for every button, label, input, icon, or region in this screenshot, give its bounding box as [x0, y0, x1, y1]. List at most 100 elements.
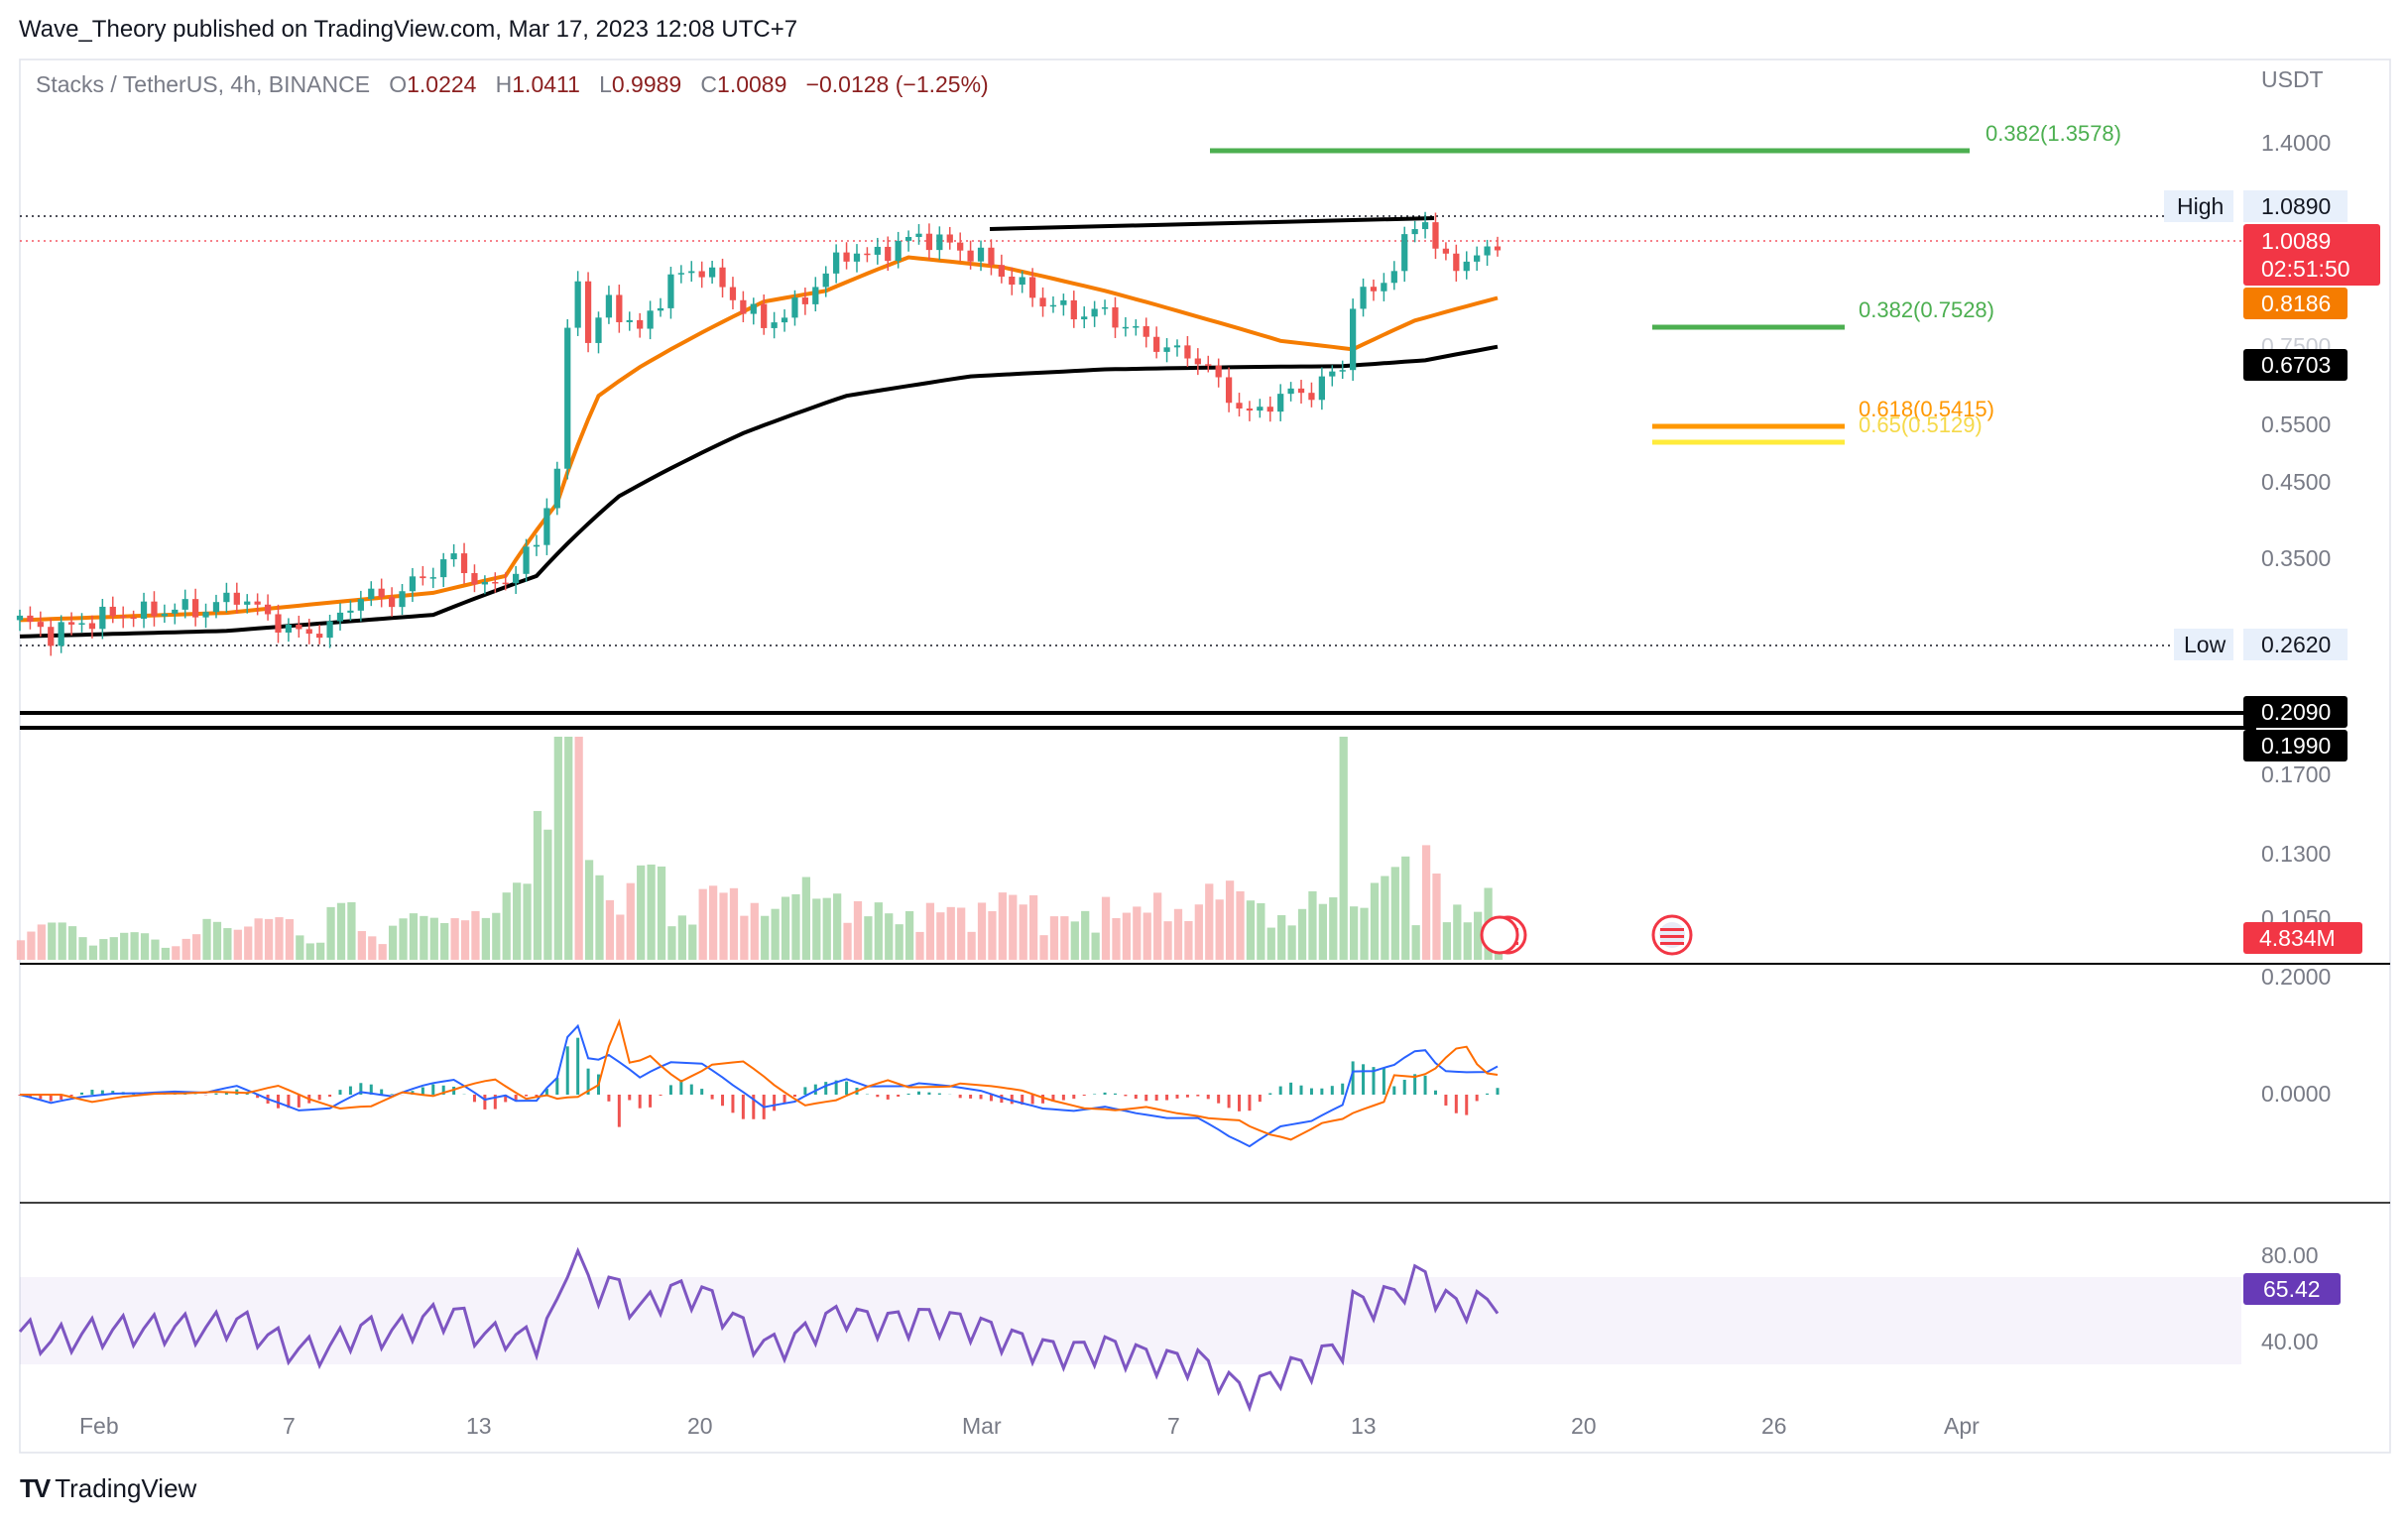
volume-bar [781, 896, 790, 960]
volume-bar [1133, 906, 1142, 960]
volume-bar [48, 922, 57, 960]
candle-body [667, 274, 674, 308]
macd-histogram-bar [803, 1087, 807, 1095]
volume-bar [1339, 737, 1348, 960]
volume-bar [67, 926, 77, 960]
macd-histogram-bar [369, 1084, 373, 1095]
support-2-value: 0.1990 [2261, 733, 2331, 759]
volume-bar [1184, 920, 1193, 960]
time-tick: 7 [283, 1413, 296, 1439]
volume-bar [78, 937, 87, 960]
candle-body [130, 617, 137, 620]
candle-body [1019, 277, 1025, 286]
candle-body [78, 623, 85, 625]
candle-body [254, 601, 261, 605]
candle-body [1153, 336, 1160, 352]
macd-histogram-bar [390, 1094, 394, 1095]
candle-body [1381, 283, 1387, 292]
macd-histogram-bar [1093, 1094, 1097, 1095]
us-flag-icon[interactable] [1651, 914, 1693, 956]
candle-body [161, 613, 168, 617]
candle-body [1370, 287, 1378, 292]
us-flag-icon[interactable] [1480, 915, 1519, 955]
candle-body [915, 233, 922, 238]
macd-histogram-bar [544, 1089, 548, 1095]
volume-bar [657, 866, 666, 960]
ema-slow-tag [2243, 349, 2348, 381]
volume-bar [904, 911, 914, 960]
candle-body [120, 616, 127, 618]
candle-body [99, 606, 106, 630]
candle-body [977, 247, 985, 262]
volume-bar [998, 892, 1007, 960]
candle-body [357, 599, 364, 611]
time-axis[interactable]: Feb 7 13 20 Mar 7 13 20 26 Apr [79, 1413, 1980, 1439]
volume-bar [1122, 912, 1132, 960]
volume-bar [967, 931, 976, 960]
macd-histogram-bar [1113, 1093, 1117, 1095]
volume-bar [1153, 892, 1162, 960]
volume-bar [109, 937, 118, 960]
candle-body [729, 287, 737, 300]
high-label: H [495, 71, 513, 97]
macd-histogram-bar [679, 1079, 683, 1095]
candle-body [1101, 306, 1109, 309]
candle-body [264, 604, 272, 615]
ema-slow-series [19, 344, 1499, 639]
volume-bar [172, 946, 181, 960]
low-value-bg [2243, 629, 2348, 660]
macd-histogram-bar [1278, 1086, 1282, 1095]
volume-bar [616, 914, 625, 960]
time-tick: Apr [1944, 1413, 1980, 1439]
resistance-trendline [989, 216, 1435, 231]
volume-bar [513, 882, 522, 960]
candle-body [285, 624, 293, 633]
volume-bar [1215, 899, 1224, 960]
macd-histogram-bar [689, 1084, 693, 1095]
volume-bar [1225, 880, 1235, 960]
candle-body [450, 553, 457, 560]
volume-bar [16, 940, 26, 960]
volume-bar [1463, 922, 1472, 960]
macd-histogram-bar [1444, 1095, 1448, 1106]
volume-bar [58, 922, 66, 960]
candle-body [109, 606, 116, 617]
open-label: O [389, 71, 408, 97]
candle-body [801, 297, 809, 304]
candle-body [172, 609, 179, 614]
macd-histogram-bar [710, 1095, 714, 1100]
candle-body [481, 581, 489, 585]
candle-body [1028, 277, 1036, 298]
macd-histogram-bar [813, 1084, 817, 1095]
macd-histogram-bar [1372, 1067, 1376, 1095]
volume-bar [460, 920, 470, 960]
volume-bar [1049, 916, 1059, 960]
candle-body [399, 591, 406, 608]
rsi-axis-tick: 40.00 [2261, 1329, 2319, 1354]
tradingview-footer[interactable]: TV TradingView [20, 1473, 196, 1504]
ema-slow-line [19, 344, 1499, 639]
macd-histogram-bar [214, 1093, 218, 1095]
macd-histogram-bar [1351, 1061, 1355, 1095]
axis-tick: 0.1700 [2261, 761, 2331, 787]
macd-histogram-bar [649, 1095, 653, 1108]
candle-body [1049, 304, 1057, 307]
candle-body [1081, 316, 1088, 320]
macd-histogram-bar [752, 1095, 756, 1119]
macd-histogram-bar [328, 1095, 332, 1098]
time-tick: 13 [466, 1413, 492, 1439]
price-axis[interactable]: USDT 1.4000 0.7500 0.5500 0.4500 0.3500 … [2261, 66, 2331, 1354]
volume-bar [647, 864, 656, 960]
volume-bar [988, 911, 997, 960]
ema-fast-value: 0.8186 [2261, 291, 2331, 316]
volume-bar [88, 945, 98, 960]
volume-bar [254, 918, 263, 960]
volume-series [16, 737, 1504, 960]
symbol-legend[interactable]: Stacks / TetherUS, 4h, BINANCE O1.0224 H… [36, 71, 989, 98]
macd-histogram-bar [1238, 1095, 1242, 1112]
candle-body [1163, 347, 1170, 352]
candle-body [27, 615, 34, 623]
volume-bar [471, 910, 480, 960]
candle-body [1215, 365, 1222, 378]
